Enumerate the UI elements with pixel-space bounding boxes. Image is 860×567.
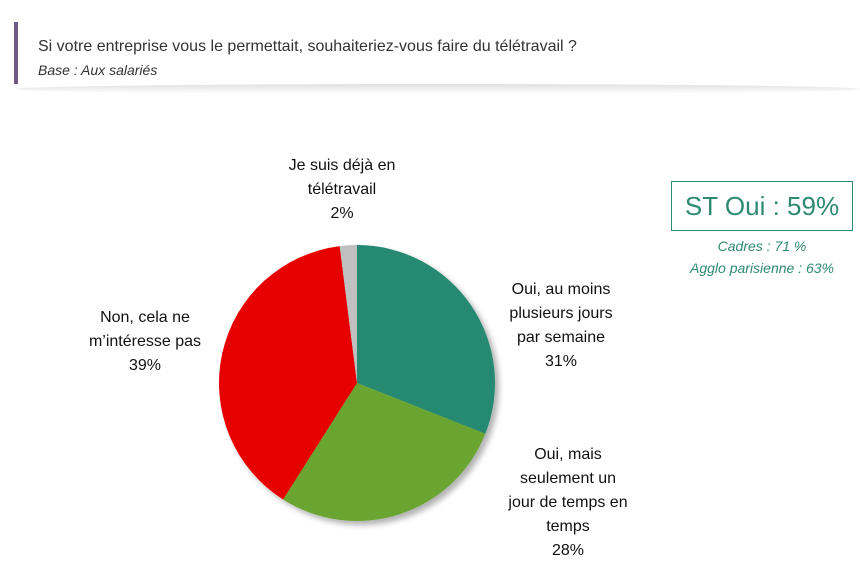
st-oui-box: ST Oui : 59% bbox=[671, 181, 853, 231]
agglo-note: Agglo parisienne : 63% bbox=[690, 260, 834, 276]
header-shadow bbox=[16, 84, 860, 94]
label-non: Non, cela ne m’intéresse pas 39% bbox=[88, 309, 202, 374]
chart-title: Si votre entreprise vous le permettait, … bbox=[38, 38, 577, 55]
question-header: Si votre entreprise vous le permettait, … bbox=[14, 22, 860, 86]
cadres-note: Cadres : 71 % bbox=[717, 238, 807, 254]
pie-slice bbox=[283, 383, 486, 521]
pie-slice bbox=[339, 245, 357, 383]
pie-slice bbox=[219, 246, 357, 500]
accent-bar bbox=[14, 22, 18, 84]
pie-slice bbox=[357, 245, 495, 434]
label-deja-teletravail: Je suis déjà en télétravail 2% bbox=[288, 157, 396, 222]
label-un-jour: Oui, mais seulement un jour de temps en tem… bbox=[508, 446, 628, 559]
chart-subtitle: Base : Aux salariés bbox=[38, 62, 158, 78]
label-plusieurs-jours: Oui, au moins plusieurs jours par semaine 3… bbox=[509, 281, 613, 370]
